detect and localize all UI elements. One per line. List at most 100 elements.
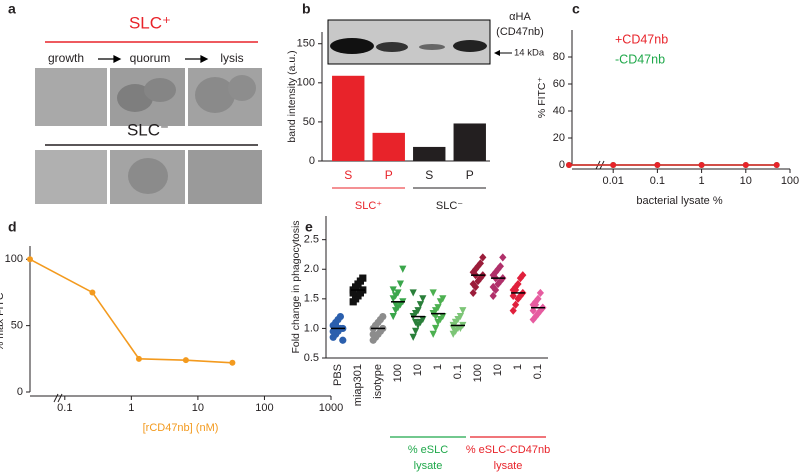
data-point bbox=[412, 327, 420, 335]
bar bbox=[453, 123, 486, 161]
x-tick-label: 0.1 bbox=[532, 364, 544, 379]
x-tick-label: 100 bbox=[392, 364, 404, 382]
data-point bbox=[492, 285, 500, 295]
data-point bbox=[532, 300, 540, 309]
data-point bbox=[27, 256, 33, 263]
data-point bbox=[449, 324, 457, 333]
x-tick-label: 0.1 bbox=[650, 175, 665, 187]
data-point bbox=[509, 306, 517, 315]
x-tick-label: 100 bbox=[472, 364, 484, 382]
blot-annotation: 14 kDa bbox=[514, 48, 545, 59]
y-tick-label: 150 bbox=[297, 38, 315, 50]
data-point bbox=[654, 162, 661, 168]
x-tick-label: 1 bbox=[432, 364, 444, 370]
x-tick-label: 10 bbox=[492, 364, 504, 376]
x-axis-label: bacterial lysate % bbox=[636, 195, 722, 207]
bracket-label: % eSLC bbox=[408, 444, 448, 456]
panel-label: b bbox=[302, 1, 311, 17]
x-tick-label: 0.1 bbox=[57, 402, 72, 414]
bar bbox=[332, 75, 365, 161]
arrows bbox=[98, 55, 209, 63]
data-point bbox=[509, 291, 517, 300]
y-tick-label: 0 bbox=[559, 159, 565, 171]
y-tick-label: 80 bbox=[553, 51, 565, 63]
data-point bbox=[532, 312, 540, 321]
x-tick-label: 10 bbox=[412, 364, 424, 376]
blot-annotation: (CD47nb) bbox=[496, 26, 544, 38]
bar bbox=[372, 132, 405, 161]
data-point bbox=[369, 330, 377, 338]
y-axis-label: Fold change in phagocytosis bbox=[290, 220, 302, 353]
y-tick-label: 0.5 bbox=[304, 352, 319, 364]
x-tick-label: 0.01 bbox=[602, 175, 623, 187]
data-point bbox=[135, 355, 142, 362]
y-tick-label: 50 bbox=[11, 320, 23, 332]
data-point bbox=[372, 321, 380, 330]
data-point bbox=[514, 294, 522, 303]
y-axis-label: % max FITC⁺ bbox=[0, 287, 6, 351]
data-point bbox=[329, 327, 337, 335]
step-label: growth bbox=[48, 51, 84, 65]
x-tick-label: 1 bbox=[699, 175, 705, 187]
y-tick-label: 2.0 bbox=[304, 263, 319, 275]
step-label: lysis bbox=[220, 51, 243, 65]
data-point bbox=[459, 307, 467, 315]
bracket-label: lysate bbox=[494, 460, 523, 472]
group-label: SLC⁻ bbox=[436, 200, 463, 212]
data-point bbox=[414, 307, 422, 315]
data-point bbox=[469, 279, 477, 289]
data-point bbox=[432, 324, 440, 333]
x-tick-label: 100 bbox=[255, 402, 273, 414]
group-label: SLC⁺ bbox=[355, 200, 382, 212]
data-point bbox=[332, 321, 340, 330]
y-axis-label: % FITC⁺ bbox=[536, 76, 548, 118]
data-point bbox=[399, 265, 407, 273]
data-point bbox=[349, 289, 357, 297]
y-tick-label: 50 bbox=[303, 116, 315, 128]
x-tick-label: P bbox=[466, 168, 474, 182]
data-point bbox=[434, 304, 442, 312]
x-tick-label: 10 bbox=[740, 175, 752, 187]
x-tick-label: 100 bbox=[781, 175, 799, 187]
data-point bbox=[452, 318, 460, 327]
panel-label: c bbox=[572, 1, 580, 17]
data-point bbox=[566, 162, 572, 168]
x-tick-label: isotype bbox=[372, 364, 384, 399]
data-point bbox=[519, 271, 527, 280]
data-point bbox=[439, 295, 447, 303]
data-point bbox=[489, 282, 497, 292]
data-point bbox=[229, 359, 236, 366]
data-point bbox=[489, 291, 497, 300]
y-tick-label: 40 bbox=[553, 105, 565, 117]
data-point bbox=[416, 301, 424, 309]
data-point bbox=[472, 282, 480, 292]
y-tick-label: 0 bbox=[309, 155, 315, 167]
data-point bbox=[379, 312, 387, 321]
panel-label: a bbox=[8, 1, 16, 17]
data-point bbox=[534, 294, 542, 303]
data-point bbox=[742, 162, 749, 168]
data-point bbox=[698, 162, 705, 168]
x-tick-label: S bbox=[425, 168, 433, 182]
data-point bbox=[419, 315, 427, 324]
data-point bbox=[392, 301, 400, 309]
x-axis-label: [rCD47nb] (nM) bbox=[143, 422, 219, 434]
series-line bbox=[29, 258, 233, 364]
data-point bbox=[529, 306, 537, 315]
data-point bbox=[336, 312, 344, 321]
data-point bbox=[512, 300, 520, 309]
western-blot bbox=[327, 19, 512, 65]
legend-entry: +CD47nb bbox=[615, 32, 668, 46]
slc-minus-label: SLC⁻ bbox=[127, 120, 169, 139]
x-tick-label: miap301 bbox=[352, 364, 364, 406]
bar bbox=[413, 146, 446, 161]
data-point bbox=[469, 288, 477, 298]
data-point bbox=[389, 312, 397, 321]
y-tick-label: 100 bbox=[5, 253, 23, 265]
data-point bbox=[514, 279, 522, 289]
data-point bbox=[472, 265, 480, 274]
data-point bbox=[419, 295, 427, 303]
y-tick-label: 60 bbox=[553, 78, 565, 90]
